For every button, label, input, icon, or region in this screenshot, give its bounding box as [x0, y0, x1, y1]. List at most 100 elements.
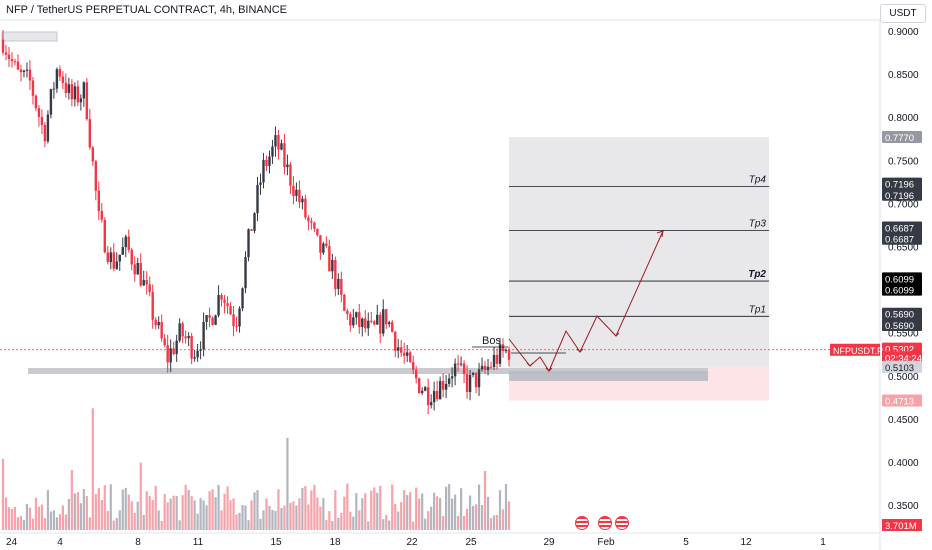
volume-bar [52, 510, 55, 530]
volume-bar [382, 519, 385, 530]
candle-body [232, 314, 235, 327]
volume-bar [331, 520, 334, 530]
candle-body [67, 84, 71, 93]
x-tick-label: 25 [465, 537, 477, 548]
candle-body [151, 291, 154, 320]
candle-body [462, 363, 466, 375]
candle-body [441, 381, 445, 390]
price-axis-label-bg [882, 351, 922, 364]
candle-body [274, 135, 277, 147]
candle-body [423, 387, 427, 391]
volume-bar [241, 505, 244, 530]
volume-bar [328, 511, 331, 530]
chart-title: NFP / TetherUS PERPETUAL CONTRACT, 4h, B… [6, 4, 287, 16]
volume-bar [319, 506, 322, 530]
x-tick-label: 29 [543, 537, 555, 548]
candle-body [55, 69, 59, 89]
candle-body [477, 369, 481, 388]
support-zone-overlap [509, 371, 708, 381]
candle-body [73, 86, 77, 100]
candle-body [337, 278, 340, 289]
candle-body [367, 320, 370, 329]
candle-body [121, 247, 124, 255]
volume-bar [175, 496, 178, 530]
volume-bar [346, 483, 349, 530]
bos-label: Bos [482, 335, 501, 347]
candle-body [444, 383, 448, 390]
candle-body [19, 69, 23, 73]
volume-bar [94, 494, 97, 530]
y-tick-label: 0.4000 [888, 458, 919, 469]
candle-body [271, 146, 274, 157]
top-range-box [1, 31, 58, 42]
y-tick-label: 0.9000 [888, 27, 919, 38]
candle-body [190, 335, 193, 359]
volume-bar [46, 490, 50, 530]
volume-bar [103, 485, 106, 530]
volume-bar [247, 520, 250, 530]
candle-body [268, 156, 271, 166]
volume-bar [172, 495, 175, 530]
volume-bar [214, 497, 217, 530]
volume-bar [474, 504, 478, 530]
volume-bar [250, 500, 253, 530]
candle-body [34, 95, 38, 109]
volume-bar [445, 486, 448, 530]
volume-bar [436, 496, 439, 530]
candle-body [238, 308, 241, 327]
price-axis-label-bg [882, 307, 922, 320]
candle-body [202, 321, 205, 350]
currency-button[interactable]: USDT [880, 4, 926, 23]
candle-body [244, 257, 247, 289]
price-axis-label-bg [882, 360, 922, 373]
price-axis-label: 0.5302 [885, 345, 914, 356]
y-tick-label: 0.8000 [888, 113, 919, 124]
candle-body [388, 322, 391, 325]
candle-body [501, 344, 505, 352]
candle-body [214, 315, 217, 325]
us-flag-event-icon[interactable] [575, 516, 589, 530]
candle-body [136, 262, 139, 275]
price-axis-label: 0.5103 [885, 363, 914, 374]
volume-bar [483, 471, 487, 530]
candle-body [319, 235, 322, 253]
candle-body [250, 229, 253, 231]
us-flag-event-icon[interactable] [615, 516, 629, 530]
volume-bar [19, 516, 23, 530]
candle-body [379, 314, 382, 334]
y-tick-label: 0.7000 [888, 199, 919, 210]
candle-body [166, 345, 169, 363]
volume-bar [82, 489, 85, 530]
price-axis-label: 0.7196 [885, 180, 914, 191]
volume-bar [61, 505, 64, 530]
candle-body [31, 80, 35, 96]
target-level-label: Tp4 [749, 175, 767, 186]
volume-bar [196, 513, 199, 530]
candle-body [340, 278, 343, 295]
candle-body [420, 390, 424, 394]
volume-bar [40, 504, 44, 530]
volume-bar [208, 491, 211, 530]
volume-bar [244, 505, 247, 530]
candle-body [88, 119, 92, 148]
candle-body [70, 84, 74, 100]
volume-bar [480, 504, 484, 530]
candle-body [406, 352, 409, 356]
volume-bar [349, 511, 352, 530]
candle-body [253, 213, 256, 231]
volume-bar [283, 505, 286, 530]
candle-body [193, 357, 196, 359]
volume-bar [406, 495, 409, 530]
volume-bar [492, 515, 496, 530]
candle-body [391, 322, 394, 332]
candle-body [127, 236, 130, 250]
candle-body [235, 326, 238, 328]
candle-body [130, 249, 133, 265]
candle-body [432, 391, 436, 403]
us-flag-event-icon[interactable] [598, 516, 612, 530]
volume-bar [127, 494, 130, 530]
volume-bar [316, 497, 319, 530]
candle-body [349, 314, 352, 326]
volume-bar [394, 503, 397, 530]
